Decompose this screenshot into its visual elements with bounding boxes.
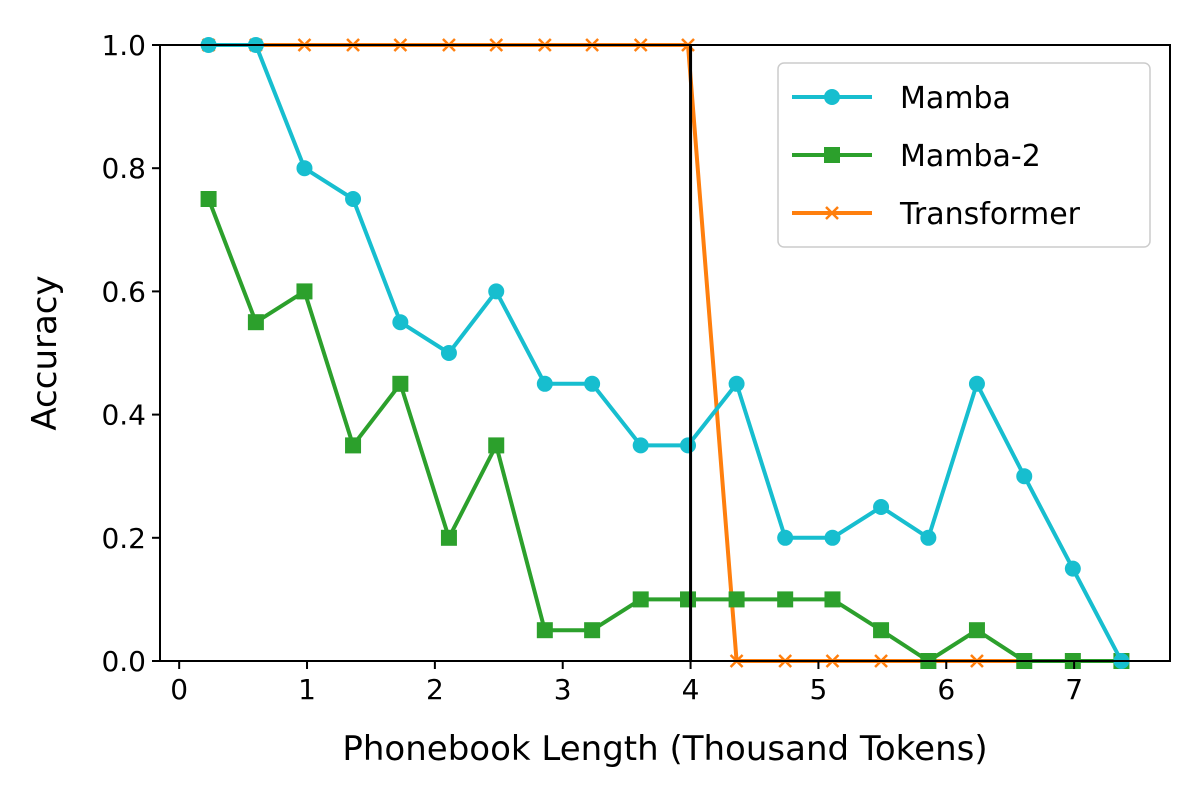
x-tick-label: 5 — [810, 673, 828, 706]
y-tick-label: 0.4 — [101, 399, 146, 432]
data-point — [1064, 560, 1081, 577]
data-point — [536, 375, 553, 392]
x-tick-label: 7 — [1065, 673, 1083, 706]
y-axis: 0.0 0.2 0.4 0.6 0.8 1.0 — [101, 29, 160, 678]
legend-label: Transformer — [899, 197, 1081, 232]
x-tick-label: 3 — [554, 673, 572, 706]
data-point — [728, 375, 745, 392]
legend-box — [777, 62, 1151, 248]
x-tick-label: 0 — [170, 673, 188, 706]
y-tick-label: 1.0 — [101, 29, 146, 62]
series-line — [206, 198, 1122, 663]
x-tick-label: 4 — [682, 673, 700, 706]
data-point — [824, 529, 841, 546]
data-point — [440, 345, 457, 361]
legend-label: Mamba — [900, 81, 1011, 116]
data-point — [440, 529, 457, 546]
x-tick-label: 2 — [426, 673, 444, 706]
data-point — [345, 437, 362, 454]
plot-frame — [159, 44, 1171, 662]
x-axis-title: Phonebook Length (Thousand Tokens) — [342, 729, 987, 769]
data-point — [632, 437, 649, 454]
data-point — [392, 375, 409, 392]
data-point — [392, 314, 409, 331]
data-point — [777, 529, 794, 546]
y-tick-label: 0.6 — [101, 275, 146, 308]
data-point — [296, 160, 313, 177]
data-point — [584, 622, 601, 639]
data-point — [488, 283, 505, 300]
legend: Mamba Mamba-2 Transformer — [777, 62, 1151, 248]
data-point — [968, 622, 985, 639]
data-point — [200, 191, 217, 207]
series-line — [208, 43, 1124, 662]
data-point — [777, 591, 794, 608]
legend-swatch-marker — [824, 147, 840, 163]
x-tick-label: 1 — [298, 673, 316, 706]
data-point — [968, 375, 985, 392]
data-point — [536, 622, 553, 639]
data-point — [920, 529, 937, 546]
legend-item: Mamba — [792, 81, 1011, 116]
y-tick-label: 0.0 — [101, 645, 146, 678]
data-point — [824, 591, 841, 608]
legend-item: Transformer — [792, 197, 1081, 232]
data-point — [680, 437, 697, 454]
data-point — [632, 591, 649, 608]
y-tick-label: 0.2 — [101, 522, 146, 555]
x-tick-label: 6 — [937, 673, 955, 706]
data-point — [680, 591, 697, 608]
data-point — [345, 191, 362, 207]
y-tick-label: 0.8 — [101, 152, 146, 185]
legend-swatch-marker — [825, 206, 839, 220]
series-mamba-2 — [200, 191, 1130, 669]
data-point — [296, 283, 313, 300]
data-point — [873, 499, 890, 515]
legend-item: Mamba-2 — [792, 139, 1041, 174]
data-point — [488, 437, 505, 454]
data-point — [728, 591, 745, 608]
x-axis: 0 1 2 3 4 5 6 7 — [170, 661, 1083, 706]
data-point — [1016, 468, 1033, 485]
y-axis-title: Accuracy — [25, 275, 65, 430]
data-point — [873, 622, 890, 639]
data-point — [247, 314, 264, 331]
legend-label: Mamba-2 — [900, 139, 1041, 174]
series-mamba — [200, 37, 1130, 669]
data-point — [584, 375, 601, 392]
legend-swatch-marker — [824, 89, 840, 105]
